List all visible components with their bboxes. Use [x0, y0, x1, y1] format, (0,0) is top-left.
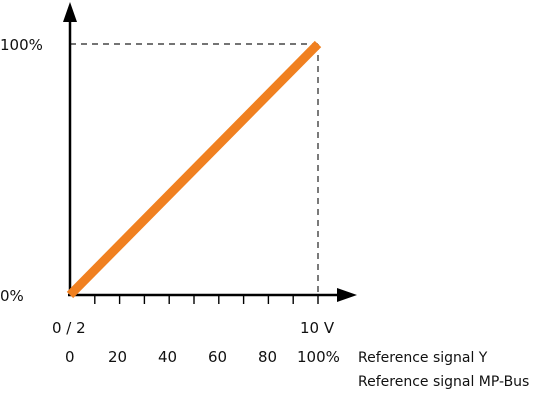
x-tick-label-upper-end: 10 V: [300, 319, 335, 337]
x-axis-label-y: Reference signal Y: [358, 350, 488, 366]
y-tick-label-0: 0%: [0, 287, 24, 305]
x-tick-label-lower: 60: [208, 348, 227, 366]
x-axis-label-mpbus: Reference signal MP-Bus: [358, 374, 529, 390]
x-tick-label-lower: 20: [108, 348, 127, 366]
x-axis-arrow-icon: [337, 288, 357, 302]
series-line: [66, 40, 322, 299]
y-axis-arrow-icon: [63, 2, 77, 22]
x-tick-label-lower: 80: [258, 348, 277, 366]
x-tick-marks: [94, 295, 319, 304]
x-tick-label-lower: 40: [158, 348, 177, 366]
x-tick-label-lower: 0: [65, 348, 75, 366]
x-tick-label-lower: 100%: [297, 348, 340, 366]
y-tick-label-100: 100%: [0, 36, 43, 54]
x-tick-label-upper-start: 0 / 2: [52, 319, 86, 337]
